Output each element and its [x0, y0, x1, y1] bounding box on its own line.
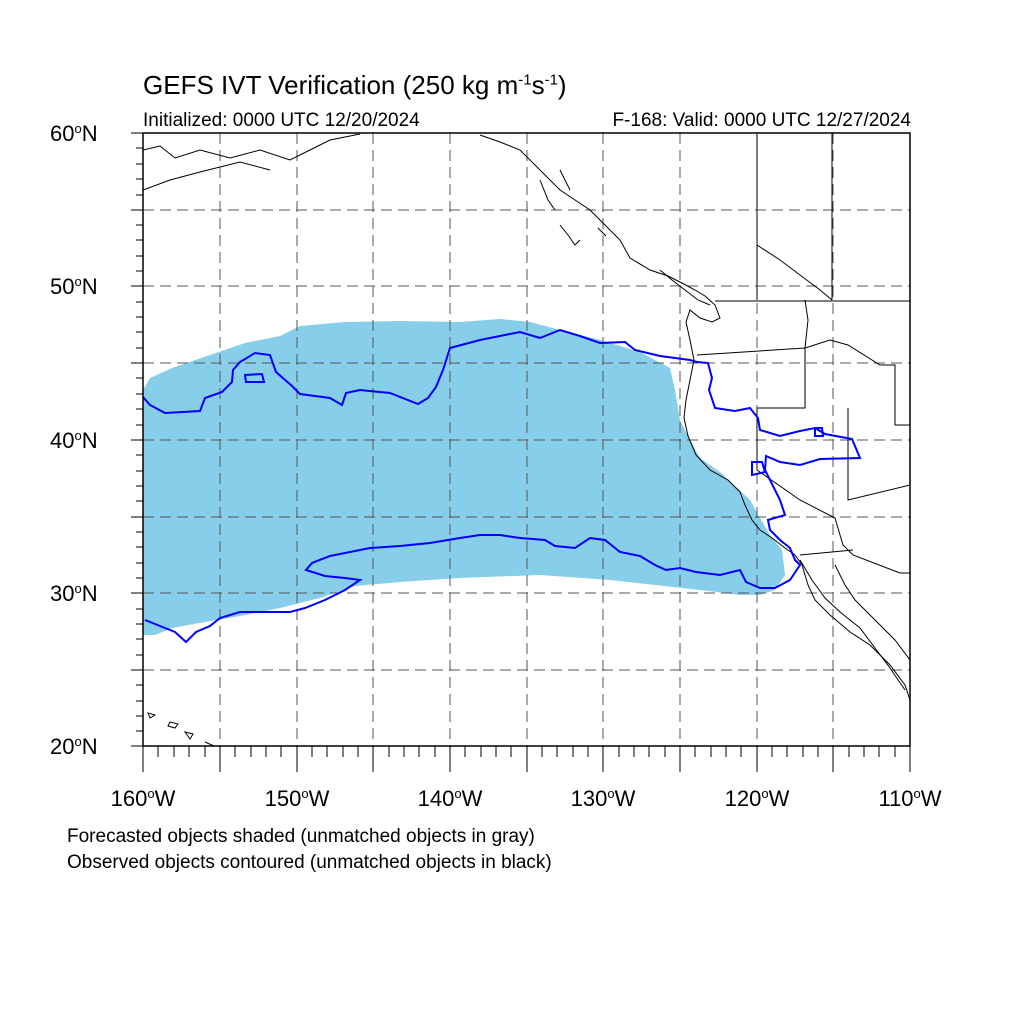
lon-label-110w: 110oW	[878, 786, 942, 811]
lon-label-150w: 150oW	[264, 786, 330, 811]
lon-label-130w: 130oW	[570, 786, 636, 811]
valid-time-label: F-168: Valid: 0000 UTC 12/27/2024	[612, 110, 911, 131]
init-time-label: Initialized: 0000 UTC 12/20/2024	[143, 110, 420, 131]
lat-label-30n: 30oN	[50, 581, 98, 606]
legend-forecast-note: Forecasted objects shaded (unmatched obj…	[67, 826, 535, 847]
state-borders	[696, 133, 910, 574]
coastline	[143, 133, 910, 701]
axis-ticks	[131, 132, 911, 772]
lat-label-40n: 40oN	[50, 428, 98, 453]
baja-coast	[799, 559, 910, 691]
canada-coast-islands	[539, 169, 711, 306]
hawaii-islands	[147, 712, 215, 746]
lat-label-20n: 20oN	[50, 734, 98, 759]
observed-ivt-contour-small	[243, 372, 825, 477]
forecast-ivt-object	[143, 319, 785, 635]
graticule	[143, 133, 910, 746]
lon-label-160w: 160oW	[110, 786, 176, 811]
map-title: GEFS IVT Verification (250 kg m-1s-1)	[143, 70, 567, 100]
lon-label-140w: 140oW	[417, 786, 483, 811]
lat-label-50n: 50oN	[50, 274, 98, 299]
legend-observed-note: Observed objects contoured (unmatched ob…	[67, 852, 552, 873]
lon-label-120w: 120oW	[724, 786, 790, 811]
lat-label-60n: 60oN	[50, 121, 98, 146]
observed-ivt-contour	[143, 328, 862, 644]
